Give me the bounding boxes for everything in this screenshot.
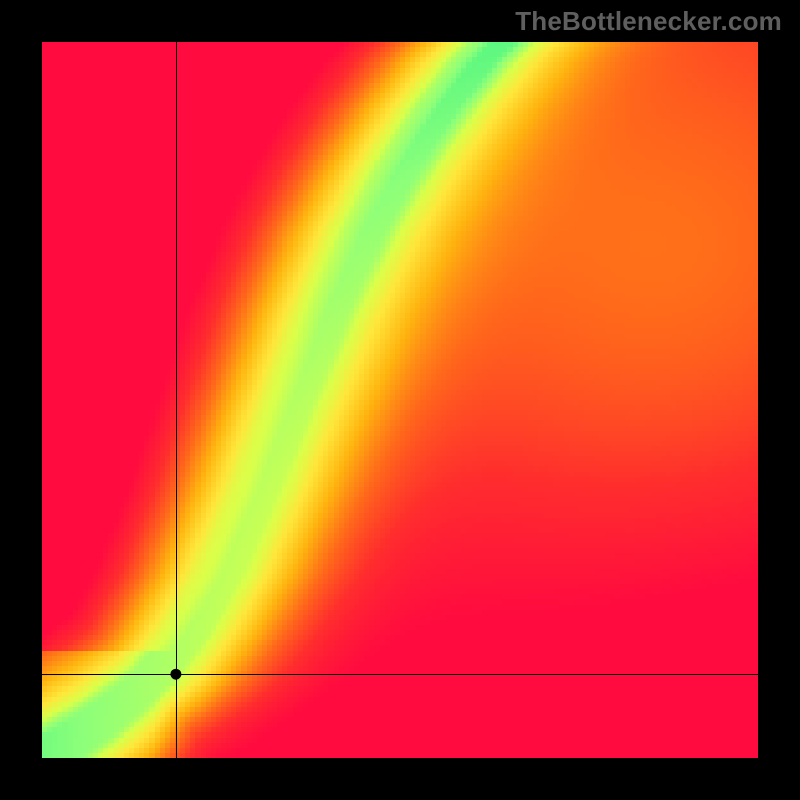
watermark-text: TheBottlenecker.com (515, 6, 782, 37)
heatmap-canvas (42, 42, 758, 758)
root: TheBottlenecker.com (0, 0, 800, 800)
heatmap-plot (42, 42, 758, 758)
